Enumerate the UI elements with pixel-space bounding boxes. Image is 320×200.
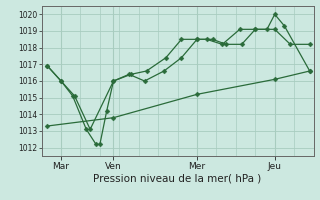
X-axis label: Pression niveau de la mer( hPa ): Pression niveau de la mer( hPa ) xyxy=(93,173,262,183)
